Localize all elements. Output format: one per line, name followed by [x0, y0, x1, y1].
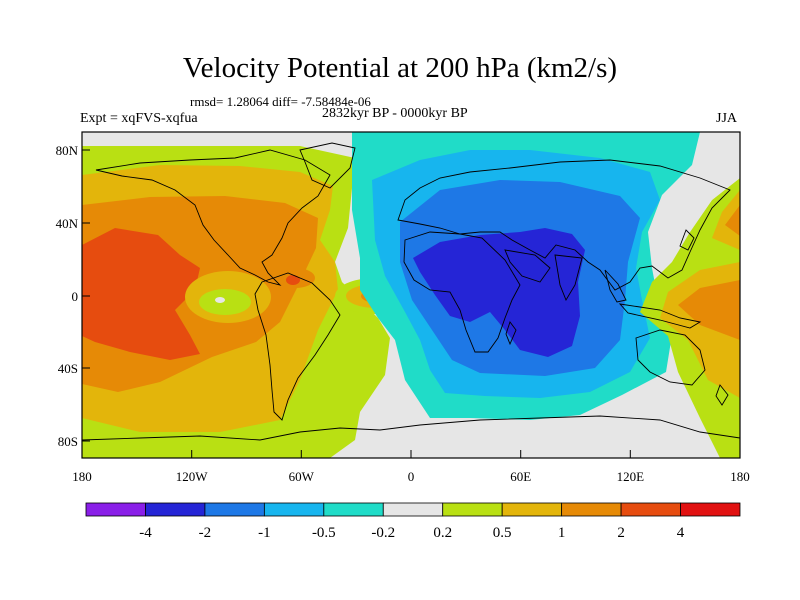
colorbar-label: -0.5 [312, 525, 336, 541]
contour-near-zero-inner [215, 297, 225, 303]
coast-madagascar [505, 321, 517, 346]
coast-southeast-asia [604, 269, 627, 303]
contour-neg-2 [413, 228, 585, 357]
contour-pos-2-carib [286, 275, 300, 285]
colorbar-label: 4 [677, 525, 685, 541]
colorbar-label: -0.2 [371, 525, 395, 541]
colorbar-swatch [680, 502, 741, 517]
lon-label-120w: 120W [176, 469, 209, 484]
lon-label-60e: 60E [510, 469, 531, 484]
colorbar-label: 1 [558, 525, 566, 541]
lat-label-0: 0 [72, 289, 79, 304]
contour-pos-2 [82, 228, 200, 360]
contour-pos-0.2-inner [199, 289, 251, 315]
coast-greenland [299, 142, 356, 189]
rmsd-diff-stats: rmsd= 1.28064 diff= -7.58484e-06 [190, 94, 371, 109]
lat-label-80s: 80S [58, 434, 78, 449]
colorbar-label: 0.5 [493, 525, 512, 541]
contour-near-zero-arctic [660, 132, 740, 250]
axis-ticks [82, 149, 631, 458]
coastlines [82, 142, 740, 441]
colorbar-label: 2 [617, 525, 625, 541]
coast-arabia [504, 249, 551, 283]
lon-label-60w: 60W [289, 469, 315, 484]
experiment-label: Expt = xqFVS-xqfua [80, 111, 198, 126]
coast-europe-asia [397, 159, 731, 291]
colorbar-swatch [620, 502, 681, 517]
colorbar-label: 0.2 [433, 525, 452, 541]
season-label: JJA [716, 111, 738, 126]
colorbar-swatch [85, 502, 146, 517]
chart-title: Velocity Potential at 200 hPa (km2/s) [182, 52, 618, 84]
colorbar-label: -2 [199, 525, 212, 541]
coast-north-america [95, 149, 331, 286]
colorbar-swatch [442, 502, 503, 517]
colorbar-swatch [501, 502, 563, 517]
colorbar-swatch [382, 502, 444, 517]
colorbar-swatch [145, 502, 206, 517]
colorbar-label: -1 [258, 525, 271, 541]
coast-australia [635, 329, 706, 386]
colorbar-label: -4 [139, 525, 152, 541]
colorbar-swatch [561, 502, 622, 517]
colorbar [85, 502, 741, 517]
colorbar-swatch [323, 502, 384, 517]
coast-japan [679, 229, 695, 251]
lon-label-0: 0 [408, 469, 415, 484]
coast-india [554, 254, 583, 302]
lon-label-180e: 180 [730, 469, 750, 484]
lon-label-120e: 120E [617, 469, 645, 484]
lat-label-40n: 40N [56, 216, 79, 231]
period-label: 2832kyr BP - 0000kyr BP [322, 106, 468, 121]
lon-label-180w: 180 [72, 469, 92, 484]
coast-new-zealand [715, 384, 729, 406]
coast-indonesia [618, 303, 702, 329]
colorbar-swatch [263, 502, 325, 517]
lat-label-80n: 80N [56, 143, 79, 158]
axis-labels: 80N 40N 0 40S 80S 180 120W 60W 0 60E 120… [56, 143, 750, 484]
contour-pos-1-wpac [678, 205, 740, 340]
coast-antarctica [82, 415, 740, 441]
lat-label-40s: 40S [58, 361, 78, 376]
coast-africa [403, 231, 521, 353]
colorbar-labels: -4 -2 -1 -0.5 -0.2 0.2 0.5 1 2 4 [139, 525, 685, 541]
colorbar-swatch [204, 502, 265, 517]
coast-south-america [254, 272, 341, 421]
contour-field [82, 132, 740, 458]
